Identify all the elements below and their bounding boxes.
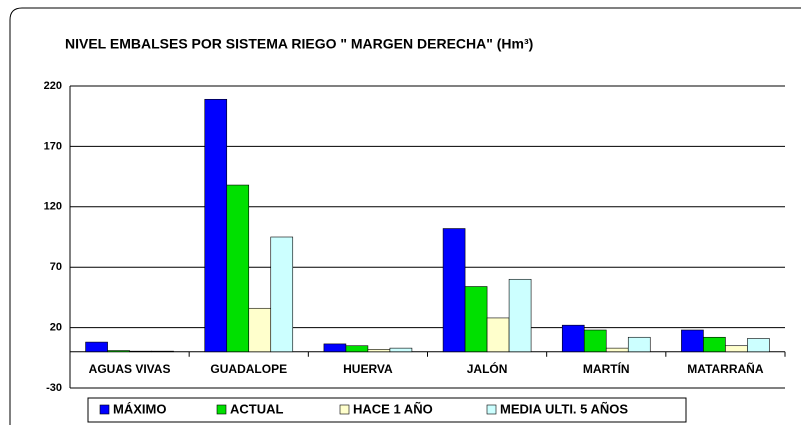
legend-swatch (99, 404, 110, 415)
bar (151, 350, 174, 353)
legend-swatch (486, 404, 497, 415)
bar (605, 347, 629, 353)
bar (129, 350, 152, 353)
y-tick-label: -30 (46, 382, 62, 394)
bar (367, 349, 391, 353)
y-tick-label: 20 (50, 322, 62, 334)
x-tick-label: JALÓN (467, 361, 508, 376)
x-tick-label: MARTÍN (583, 361, 630, 376)
bar (725, 345, 748, 353)
bar (107, 350, 130, 353)
y-tick-label: 120 (44, 201, 62, 213)
y-tick-label: 170 (44, 140, 62, 152)
legend-swatch (216, 404, 227, 415)
bar (486, 317, 510, 353)
bar (464, 286, 488, 353)
bar (345, 345, 369, 353)
bar (389, 347, 413, 353)
legend-label: HACE 1 AÑO (353, 401, 433, 416)
legend-box (87, 397, 687, 423)
bar (747, 338, 770, 353)
x-tick-label: AGUAS VIVAS (89, 362, 171, 376)
bar (270, 236, 294, 353)
chart-border (9, 7, 801, 425)
bar (583, 329, 607, 353)
bar (561, 324, 585, 353)
y-tick-label: 220 (44, 80, 62, 92)
bar (323, 343, 347, 353)
legend-swatch (339, 404, 350, 415)
bar (248, 307, 272, 353)
bar (442, 228, 466, 353)
bar (508, 278, 532, 353)
legend-label: MEDIA ULTI. 5 AÑOS (500, 401, 628, 416)
y-tick-label: 70 (50, 261, 62, 273)
x-tick-label: MATARRAÑA (687, 361, 764, 376)
x-tick-label: GUADALOPE (210, 362, 287, 376)
bar (85, 341, 108, 353)
bar (703, 336, 726, 353)
bar (226, 184, 250, 353)
bar (204, 98, 228, 353)
chart-title: NIVEL EMBALSES POR SISTEMA RIEGO " MARGE… (65, 36, 533, 52)
bar (681, 329, 704, 353)
x-tick-label: HUERVA (343, 362, 393, 376)
legend-label: ACTUAL (230, 401, 283, 416)
bar (627, 336, 651, 353)
legend-label: MÁXIMO (113, 401, 166, 416)
